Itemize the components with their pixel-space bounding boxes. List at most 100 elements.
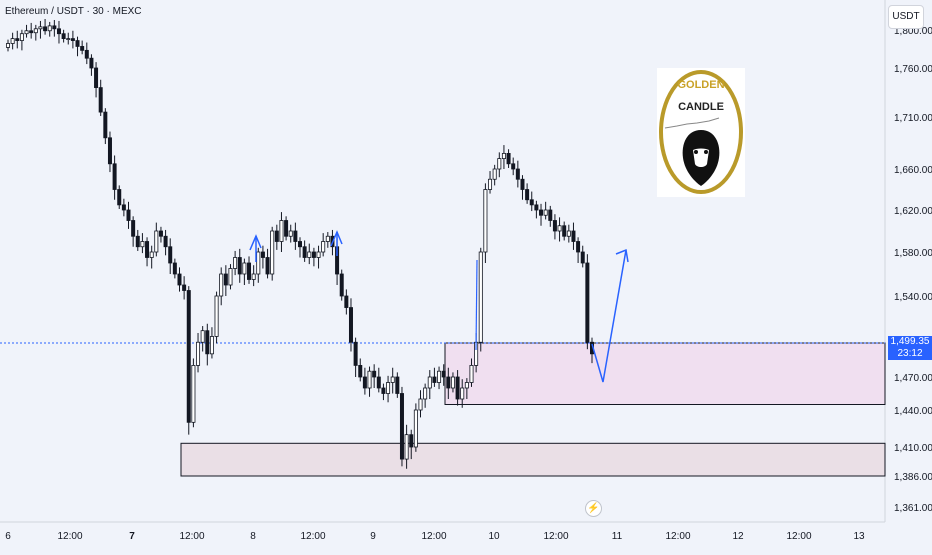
candle-body [534,204,539,211]
time-tick-label: 8 [250,531,256,542]
current-price-value: 1,499.35 [890,336,930,347]
candle-body [223,273,228,286]
candle-body [214,295,219,337]
candle-body [325,235,330,242]
candle-body [460,387,465,400]
candle-body [321,241,326,253]
candle-body [372,370,377,378]
time-tick-label: 12:00 [421,531,446,542]
candle-body [274,230,279,242]
candle-body [145,241,150,258]
demand-zone-lower [180,442,886,477]
candle-body [200,330,205,343]
golden-candle-logo: GOLDEN CANDLE [657,68,745,197]
candle-body [177,273,182,286]
candle-body [107,137,112,165]
candle-body [580,251,585,264]
candle-body [288,230,293,237]
candle-body [149,251,154,258]
projection-arrowhead [615,248,629,263]
candle-body [576,241,581,253]
candle-body [399,393,404,460]
candle-body [395,376,400,394]
candle-body [284,220,289,237]
logo-text-bottom: CANDLE [678,101,724,113]
candle-body [98,87,103,113]
candle-body [154,230,159,253]
candle-body [441,370,446,378]
candle-body [548,209,553,221]
candle-body [158,230,163,237]
candle-body [297,241,302,248]
candle-body [52,25,57,30]
candle-body [163,235,168,248]
candle-body [47,25,52,32]
candle-body [131,220,136,237]
candle-body [43,26,48,32]
candle-body [404,434,409,460]
candle-body [362,376,367,389]
candle-body [316,251,321,258]
candle-body [418,398,423,411]
price-tick-label: 1,410.00 [894,443,932,454]
impulse-line [475,259,478,351]
time-tick-label: 10 [488,531,500,542]
candle-body [552,220,557,232]
candle-body [497,158,502,170]
price-tick-label: 1,540.00 [894,292,932,303]
candle-body [539,209,544,216]
candle-body [423,387,428,400]
candle-body [209,336,214,355]
candle-body [251,273,256,280]
candle-body [228,268,233,286]
candle-body [279,220,284,242]
candle-body [571,230,576,242]
candle-body [247,262,252,280]
candle-body [265,257,270,275]
candle-body [432,376,437,383]
candle-body [219,273,224,297]
candle-body [80,46,85,51]
candle-body [557,225,562,232]
candle-body [270,230,275,275]
symbol-title: Ethereum / USDT · 30 · MEXC [5,6,142,17]
price-tick-label: 1,470.00 [894,373,932,384]
candle-body [89,57,94,69]
candle-body [307,251,312,258]
time-tick-label: 12:00 [543,531,568,542]
candle-body [38,26,43,30]
candle-body [182,284,187,291]
candle-body [381,387,386,394]
candle-body [191,365,196,423]
candle-body [6,43,11,48]
candle-body [427,376,432,389]
countdown-timer: 23:12 [897,348,923,359]
candle-body [117,189,122,206]
demand-zone-upper [444,342,886,405]
currency-button[interactable]: USDT [888,5,924,29]
candle-body [585,262,590,343]
candle-body [478,251,483,343]
candle-body [450,376,455,389]
candle-body [242,262,247,275]
lightning-icon[interactable]: ⚡ [585,500,602,517]
logo-text-top: GOLDEN [677,79,724,91]
candle-body [390,376,395,383]
candle-body [492,168,497,180]
candle-body [70,38,75,41]
candle-body [311,251,316,258]
candle-body [66,38,71,40]
candle-body [196,341,201,366]
candle-body [29,30,34,34]
price-tick-label: 1,620.00 [894,206,932,217]
time-tick-label: 13 [853,531,865,542]
candle-body [348,307,353,343]
candle-body [488,178,493,190]
candle-body [344,295,349,308]
candle-body [520,178,525,190]
candle-body [256,251,261,275]
candle-body [75,40,80,47]
price-axis-panel [885,0,932,550]
